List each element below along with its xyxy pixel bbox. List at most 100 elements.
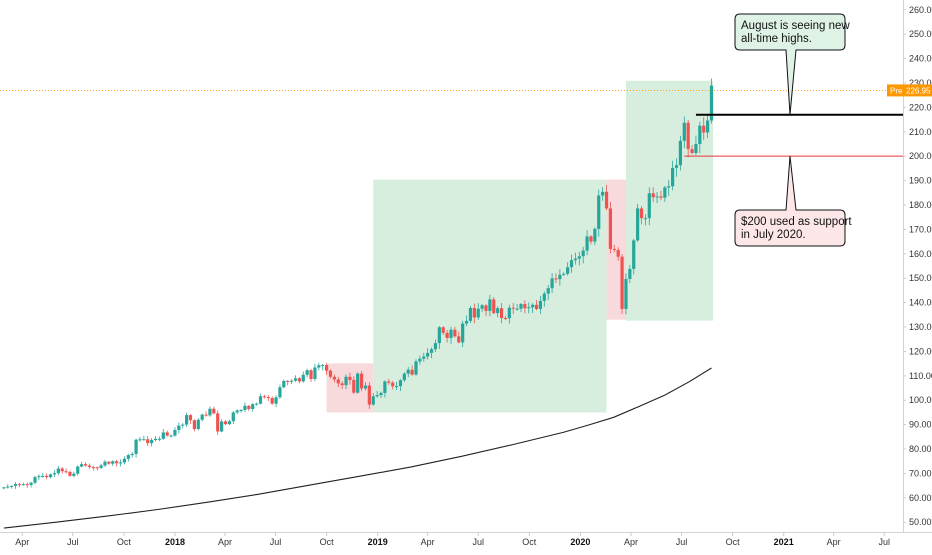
candle-body [464,320,469,324]
price-axis[interactable]: 50.00 60.00 70.00 80.00 90.00 100.00 110.00 120… [903,5,932,527]
candle [690,144,694,155]
candle [91,465,95,471]
candle [639,206,644,225]
candle-body [2,487,6,489]
x-tick-label: Jul [67,537,79,547]
candle-body [266,397,270,399]
x-tick-label: 2020 [570,537,590,547]
candle-body [527,307,531,309]
candle-body [130,453,134,456]
candle [185,412,189,427]
candle-body [157,438,162,440]
candle [305,368,309,378]
candle-body [13,484,18,486]
y-tick-label: 150.00 [909,273,932,283]
candle-body [262,396,266,398]
candle [223,420,228,426]
candle-body [52,473,57,475]
candle-body [200,414,204,420]
x-tick-label: Oct [726,537,741,547]
candle-body [286,380,290,382]
candle-body [706,120,710,133]
candle-body [10,485,14,487]
candle [387,378,391,385]
candle-body [476,308,480,318]
candle [212,406,216,415]
candle [266,394,270,402]
candle-body [216,413,220,432]
candle-body [72,473,76,476]
candle-body [651,193,655,198]
candle-body [204,414,208,416]
candle [655,191,659,204]
level-lines-layer [684,113,903,157]
candle-body [146,439,150,444]
callout-ath-bubble [734,13,846,115]
candle [496,306,500,318]
candle-body [80,464,84,467]
candle-body [604,191,609,209]
x-tick-label: Apr [827,537,841,547]
candle [709,78,714,124]
candle-body [344,376,348,386]
candle-body [577,256,581,259]
candle-body [99,465,103,468]
candle-body [538,300,543,309]
candle [99,464,103,470]
candle-body [387,381,391,383]
x-tick-label: Apr [421,537,435,547]
candle-body [231,412,235,422]
candle-body [581,250,585,257]
candle-body [33,477,37,483]
candle-body [56,468,60,474]
candle [433,339,438,353]
candle-body [45,475,49,478]
candle [336,376,340,388]
candle-body [118,462,123,464]
candle-body [437,327,441,344]
candle-body [488,299,492,311]
candle [220,419,224,433]
candle-body [422,356,426,359]
x-tick-label: Apr [15,537,29,547]
candle-body [636,208,640,241]
candle-body [632,240,636,269]
candle [111,460,115,466]
time-axis[interactable]: Apr Jul Oct 2018 Apr Jul Oct 2019 Apr Jul Oct 2020 A… [15,532,890,547]
candle-body [709,85,714,121]
x-tick-label: Oct [320,537,335,547]
candle-body [367,385,371,405]
candle [511,302,515,315]
candle [196,418,200,431]
candle-body [511,307,515,309]
candle [297,376,301,384]
candle [45,473,49,480]
candle-body [21,484,25,486]
y-tick-label: 220.00 [909,102,932,112]
candle-body [305,370,309,375]
candle [616,247,620,261]
candle [324,363,329,376]
y-tick-label: 260.00 [909,5,932,15]
candle-body [457,336,461,343]
candle [6,484,10,489]
candle [204,411,208,417]
candle-body [181,424,185,426]
candle-body [64,471,68,473]
callout-support-text: $200 used as support [741,216,852,228]
candle [542,291,546,307]
candle-body [192,420,196,430]
callout-ath-text: all-time highs. [741,33,812,45]
candle-body [239,409,243,411]
candle [515,304,519,311]
candle [503,315,508,320]
candle [60,466,64,474]
candle [340,381,344,390]
callout-support-bubble [734,156,846,247]
last-price-badge-value: 226.95 [906,86,931,95]
candle [258,393,263,405]
x-tick-label: 2021 [774,537,794,547]
candle [153,435,158,442]
candle [208,406,212,417]
